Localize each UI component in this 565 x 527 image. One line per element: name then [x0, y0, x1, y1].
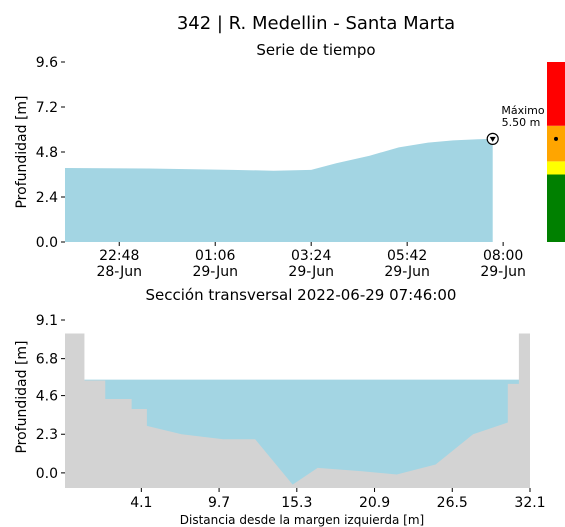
x-tick-time: 05:42: [387, 248, 427, 264]
x-tick-date: 29-Jun: [192, 264, 238, 280]
depth-area: [65, 139, 493, 242]
x-tick-label: 15.3: [281, 495, 312, 511]
cross-section-plot-area: 0.0 2.3 4.6 6.8 9.1 4.1 9.7 15.3 20.9 26.5 32.1: [36, 313, 546, 511]
x-tick-time: 03:24: [291, 248, 331, 264]
y-tick-label: 4.6: [36, 389, 58, 405]
y-tick-label: 0.0: [36, 466, 58, 482]
y-tick-label: 2.3: [36, 427, 58, 443]
y-tick-label: 4.8: [36, 145, 58, 161]
cross-section-xlabel: Distancia desde la margen izquierda [m]: [180, 513, 424, 527]
max-value: 5.50 m: [502, 116, 541, 129]
x-tick-date: 29-Jun: [384, 264, 430, 280]
y-tick-label: 7.2: [36, 100, 58, 116]
alert-segment: [547, 175, 565, 243]
y-tick-label: 9.6: [36, 55, 58, 71]
x-tick-time: 08:00: [483, 248, 523, 264]
y-tick-label: 0.0: [36, 235, 58, 251]
x-tick-label: 26.5: [437, 495, 468, 511]
cross-section-ylabel: Profundidad [m]: [14, 340, 30, 453]
x-tick-date: 29-Jun: [288, 264, 334, 280]
alert-segment: [547, 126, 565, 162]
time-series-chart: Serie de tiempo 0.0 2.4 4.8 7.2 9.6 22:4828-J…: [14, 41, 565, 280]
y-tick-label: 2.4: [36, 190, 58, 206]
alert-level-bar: [547, 62, 565, 242]
max-annotation: Máximo 5.50 m: [501, 104, 545, 129]
x-tick-date: 28-Jun: [96, 264, 142, 280]
figure-title: 342 | R. Medellin - Santa Marta: [177, 13, 455, 34]
alert-segment: [547, 62, 565, 126]
x-tick-label: 4.1: [130, 495, 152, 511]
time-series-plot-area: 0.02.44.87.29.622:4828-Jun01:0629-Jun03:…: [36, 55, 526, 280]
cross-section-title: Sección transversal 2022-06-29 07:46:00: [146, 286, 457, 304]
time-series-ylabel: Profundidad [m]: [14, 95, 30, 208]
time-series-title: Serie de tiempo: [256, 41, 375, 59]
alert-segment: [547, 161, 565, 174]
y-tick-label: 6.8: [36, 352, 58, 368]
y-tick-label: 9.1: [36, 313, 58, 329]
x-tick-label: 9.7: [208, 495, 230, 511]
x-tick-time: 22:48: [99, 248, 139, 264]
x-tick-date: 29-Jun: [480, 264, 526, 280]
cross-section-chart: Sección transversal 2022-06-29 07:46:00 …: [14, 286, 546, 527]
x-tick-label: 32.1: [514, 495, 545, 511]
current-level-dot: [554, 137, 558, 141]
x-tick-time: 01:06: [195, 248, 235, 264]
x-tick-label: 20.9: [359, 495, 390, 511]
